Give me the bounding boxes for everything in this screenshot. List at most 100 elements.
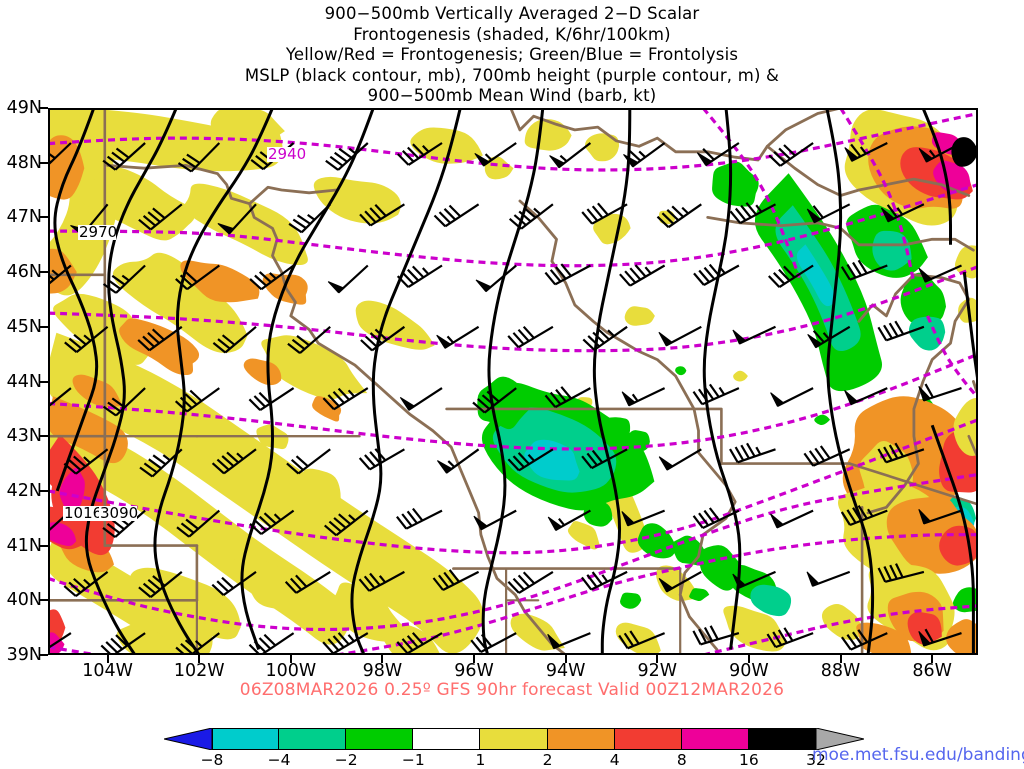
colorbar-segment xyxy=(279,728,347,750)
wind-barb xyxy=(806,203,851,224)
wind-barb xyxy=(618,630,666,650)
colorbar-tick-labels: −8 −4 −2 −1 1 2 4 8 16 32 xyxy=(164,751,864,769)
latitude-tick-mark xyxy=(40,654,48,656)
wind-barb xyxy=(692,383,740,406)
wind-barb xyxy=(692,507,740,529)
wind-barb xyxy=(475,264,517,293)
wind-barb xyxy=(432,569,480,591)
wind-barb xyxy=(396,264,443,289)
wind-barb xyxy=(396,507,443,530)
wind-barb xyxy=(472,387,517,414)
wind-barb xyxy=(175,264,220,291)
wind-barb xyxy=(322,387,369,411)
title-line-3: Yellow/Red = Frontogenesis; Green/Blue =… xyxy=(285,45,739,64)
wind-barb xyxy=(581,570,628,591)
longitude-tick-label: 102W xyxy=(173,661,225,681)
wind-barb xyxy=(436,448,480,474)
wind-barb xyxy=(656,203,702,229)
latitude-tick-label: 46N xyxy=(6,262,42,283)
wind-barb xyxy=(137,325,183,352)
contour-label: 2970 xyxy=(79,223,117,241)
colorbar-under-arrow xyxy=(164,728,212,750)
latitude-tick-label: 40N xyxy=(6,590,42,611)
longitude-tick-label: 88W xyxy=(820,661,861,681)
latitude-tick-mark xyxy=(40,271,48,274)
colorbar-tick-label: −2 xyxy=(334,751,358,769)
latitude-tick-label: 45N xyxy=(6,316,42,337)
wind-barb xyxy=(803,445,851,467)
wind-barb xyxy=(658,570,702,593)
wind-barb xyxy=(360,325,406,352)
wind-barb xyxy=(139,448,183,478)
wind-barb xyxy=(396,632,443,655)
wind-barb xyxy=(507,325,554,349)
colorbar-segment xyxy=(346,728,414,750)
wind-barb xyxy=(918,508,962,525)
wind-barb xyxy=(211,448,257,475)
wind-barb xyxy=(729,442,776,464)
latitude-tick-label: 41N xyxy=(6,535,42,556)
longitude-tick-label: 104W xyxy=(82,661,133,681)
wind-barb xyxy=(176,509,221,538)
wind-barb xyxy=(692,625,740,646)
wind-barb xyxy=(48,264,72,286)
wind-barb xyxy=(322,632,369,655)
latitude-tick-mark xyxy=(40,107,48,109)
contour-label: 1016 xyxy=(64,504,102,522)
latitude-tick-label: 39N xyxy=(6,645,42,665)
wind-barb xyxy=(658,325,702,347)
wind-barb xyxy=(844,387,888,406)
longitude-tick-mark xyxy=(747,655,750,663)
longitude-tick-mark xyxy=(656,655,659,663)
wind-barb xyxy=(729,202,777,225)
wind-barb xyxy=(507,448,554,472)
wind-barb xyxy=(582,325,628,351)
wind-barb xyxy=(286,448,331,475)
wind-barb xyxy=(770,509,814,529)
longitude-tick-mark xyxy=(381,655,384,663)
latitude-tick-label: 47N xyxy=(6,207,42,228)
wind-barb xyxy=(102,387,146,417)
longitude-tick-mark xyxy=(931,655,934,663)
wind-barb xyxy=(399,387,443,411)
longitude-tick-label: 90W xyxy=(729,661,769,681)
wind-barb xyxy=(473,509,517,531)
longitude-tick-label: 100W xyxy=(265,661,317,681)
latitude-tick-label: 44N xyxy=(6,371,42,392)
wind-barb xyxy=(841,629,888,651)
wind-barb xyxy=(844,142,888,162)
wind-barb xyxy=(507,570,554,594)
wind-barb xyxy=(732,570,776,589)
wind-barb xyxy=(327,264,369,294)
wind-barb xyxy=(249,509,295,535)
wind-barb xyxy=(732,325,776,345)
wind-barb xyxy=(840,505,888,527)
colorbar-segment xyxy=(681,728,749,750)
wind-barb xyxy=(325,142,369,171)
colorbar-segment xyxy=(547,728,615,750)
map-plot-area: 2940 2970 1016 3090 xyxy=(48,108,978,655)
wind-barb xyxy=(547,509,591,532)
colorbar: −8 −4 −2 −1 1 2 4 8 16 32 xyxy=(164,728,864,769)
wind-barb xyxy=(288,203,331,234)
wind-barb xyxy=(248,387,295,412)
colorbar-tick-label: 2 xyxy=(542,751,553,769)
wind-barb xyxy=(323,509,369,537)
title-line-2: Frontogenesis (shaded, K/6hr/100km) xyxy=(353,24,671,44)
wind-barb xyxy=(217,203,257,235)
wind-barb xyxy=(287,325,331,354)
wind-barb xyxy=(48,632,72,650)
wind-barb xyxy=(433,203,480,228)
wind-barb xyxy=(175,632,220,655)
colorbar-tick-label: 16 xyxy=(739,751,759,769)
longitude-axis: 104W 102W 100W 98W 96W 94W 92W 90W 88W 86W xyxy=(0,655,1024,685)
title-line-4: MSLP (black contour, mb), 700mb height (… xyxy=(244,65,780,85)
wind-barb xyxy=(48,387,72,409)
colorbar-tick-label: 32 xyxy=(806,751,826,769)
longitude-tick-mark xyxy=(473,655,476,663)
wind-barb xyxy=(918,383,962,402)
wind-barb xyxy=(138,203,183,231)
source-watermark: moe.met.fsu.edu/banding xyxy=(812,745,1024,765)
